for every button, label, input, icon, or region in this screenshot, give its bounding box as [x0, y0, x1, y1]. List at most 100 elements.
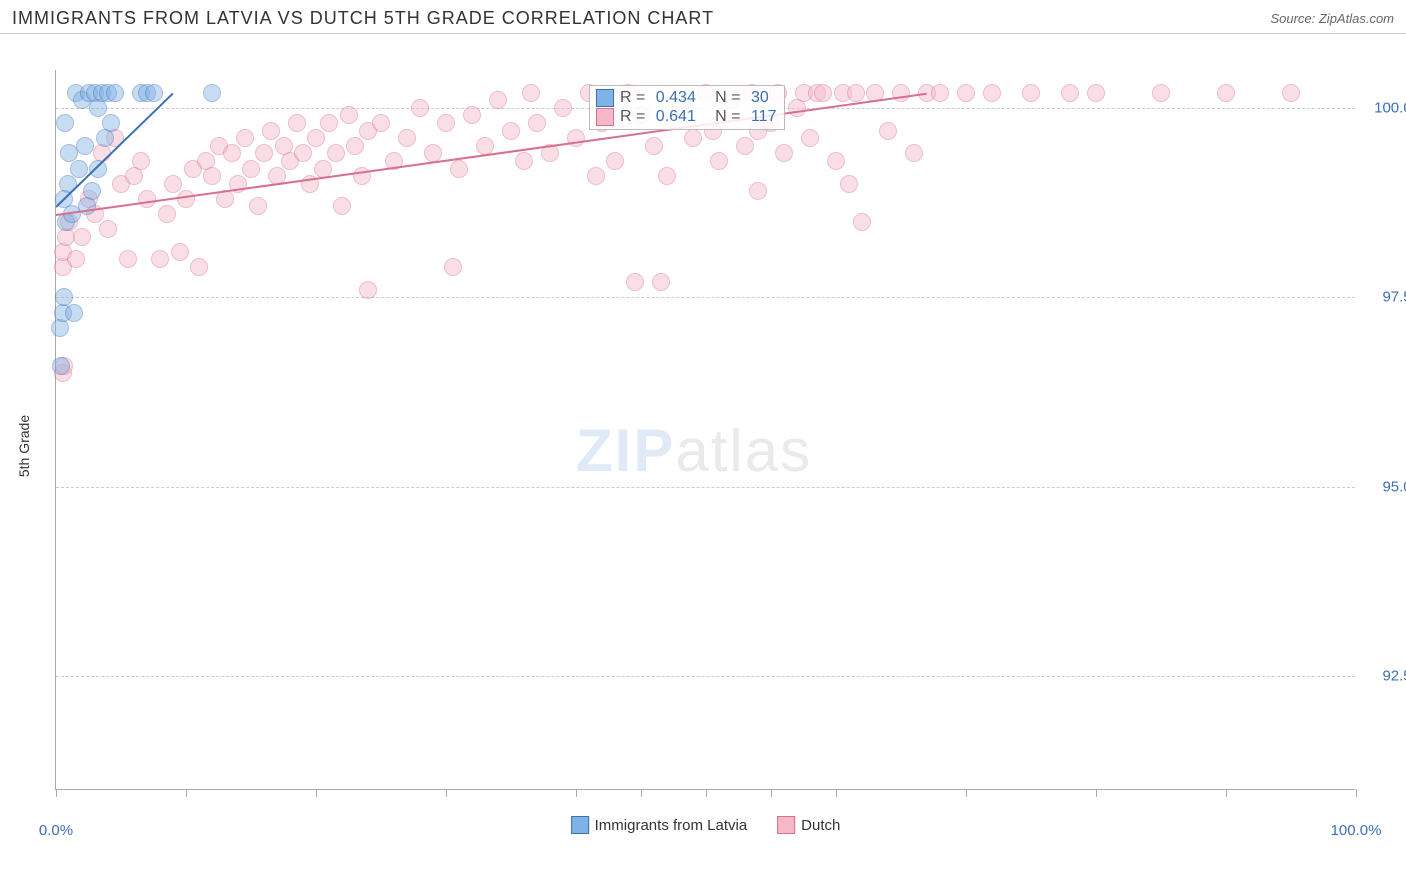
y-axis-label: 5th Grade [16, 415, 32, 477]
data-point-dutch [1152, 84, 1170, 102]
data-point-dutch [203, 167, 221, 185]
data-point-dutch [67, 250, 85, 268]
data-point-dutch [294, 144, 312, 162]
chart-header: IMMIGRANTS FROM LATVIA VS DUTCH 5TH GRAD… [0, 0, 1406, 34]
trend-line-dutch [56, 93, 927, 216]
x-tick [641, 789, 642, 797]
data-point-dutch [749, 182, 767, 200]
data-point-dutch [814, 84, 832, 102]
data-point-dutch [522, 84, 540, 102]
data-point-latvia [78, 197, 96, 215]
legend-swatch [571, 816, 589, 834]
data-point-dutch [489, 91, 507, 109]
data-point-latvia [145, 84, 163, 102]
data-point-dutch [827, 152, 845, 170]
data-point-dutch [346, 137, 364, 155]
legend-swatch [596, 108, 614, 126]
data-point-dutch [73, 228, 91, 246]
data-point-dutch [1061, 84, 1079, 102]
data-point-latvia [89, 99, 107, 117]
data-point-dutch [223, 144, 241, 162]
data-point-dutch [658, 167, 676, 185]
gridline-horizontal [56, 676, 1355, 677]
x-tick-label: 0.0% [39, 822, 73, 839]
data-point-dutch [398, 129, 416, 147]
data-point-dutch [236, 129, 254, 147]
data-point-dutch [151, 250, 169, 268]
data-point-dutch [1087, 84, 1105, 102]
data-point-dutch [138, 190, 156, 208]
data-point-dutch [119, 250, 137, 268]
data-point-dutch [327, 144, 345, 162]
legend-item-dutch: Dutch [777, 816, 840, 834]
legend-label: Immigrants from Latvia [595, 817, 748, 834]
data-point-dutch [262, 122, 280, 140]
data-point-dutch [684, 129, 702, 147]
data-point-dutch [359, 281, 377, 299]
data-point-latvia [89, 160, 107, 178]
legend-n-label: N = [702, 89, 745, 107]
x-tick [316, 789, 317, 797]
legend-row-dutch: R = 0.641 N = 117 [596, 108, 776, 126]
data-point-dutch [1022, 84, 1040, 102]
x-tick [446, 789, 447, 797]
data-point-dutch [606, 152, 624, 170]
legend-n-label: N = [702, 108, 745, 126]
data-point-dutch [476, 137, 494, 155]
data-point-dutch [1282, 84, 1300, 102]
data-point-dutch [775, 144, 793, 162]
data-point-dutch [710, 152, 728, 170]
data-point-dutch [587, 167, 605, 185]
data-point-dutch [1217, 84, 1235, 102]
data-point-dutch [847, 84, 865, 102]
legend-label: Dutch [801, 817, 840, 834]
data-point-dutch [132, 152, 150, 170]
data-point-dutch [801, 129, 819, 147]
legend-n-value: 117 [751, 108, 777, 126]
y-tick-label: 97.5% [1382, 289, 1406, 306]
data-point-dutch [307, 129, 325, 147]
x-tick [771, 789, 772, 797]
legend-row-latvia: R = 0.434 N = 30 [596, 89, 776, 107]
data-point-latvia [65, 304, 83, 322]
correlation-legend: R = 0.434 N = 30R = 0.641 N = 117 [589, 85, 785, 130]
data-point-latvia [76, 137, 94, 155]
data-point-dutch [905, 144, 923, 162]
data-point-latvia [52, 357, 70, 375]
data-point-dutch [288, 114, 306, 132]
y-tick-label: 92.5% [1382, 668, 1406, 685]
data-point-dutch [567, 129, 585, 147]
data-point-dutch [411, 99, 429, 117]
series-legend: Immigrants from Latvia Dutch [571, 816, 841, 834]
x-tick [1096, 789, 1097, 797]
legend-r-value: 0.641 [656, 108, 696, 126]
data-point-dutch [242, 160, 260, 178]
data-point-dutch [99, 220, 117, 238]
x-tick [186, 789, 187, 797]
gridline-horizontal [56, 487, 1355, 488]
data-point-dutch [879, 122, 897, 140]
data-point-dutch [314, 160, 332, 178]
y-tick-label: 100.0% [1374, 99, 1406, 116]
x-tick [706, 789, 707, 797]
data-point-dutch [333, 197, 351, 215]
data-point-dutch [515, 152, 533, 170]
x-tick [966, 789, 967, 797]
data-point-dutch [983, 84, 1001, 102]
data-point-dutch [320, 114, 338, 132]
data-point-latvia [56, 114, 74, 132]
chart-source: Source: ZipAtlas.com [1270, 11, 1394, 26]
data-point-dutch [931, 84, 949, 102]
data-point-dutch [626, 273, 644, 291]
y-tick-label: 95.0% [1382, 478, 1406, 495]
watermark: ZIPatlas [576, 416, 812, 485]
data-point-dutch [957, 84, 975, 102]
data-point-dutch [554, 99, 572, 117]
data-point-dutch [249, 197, 267, 215]
x-tick-label: 100.0% [1331, 822, 1382, 839]
data-point-dutch [437, 114, 455, 132]
legend-r-label: R = [620, 89, 650, 107]
data-point-dutch [853, 213, 871, 231]
data-point-dutch [528, 114, 546, 132]
scatter-plot-area: 92.5%95.0%97.5%100.0%0.0%100.0%ZIPatlasR… [55, 70, 1355, 790]
